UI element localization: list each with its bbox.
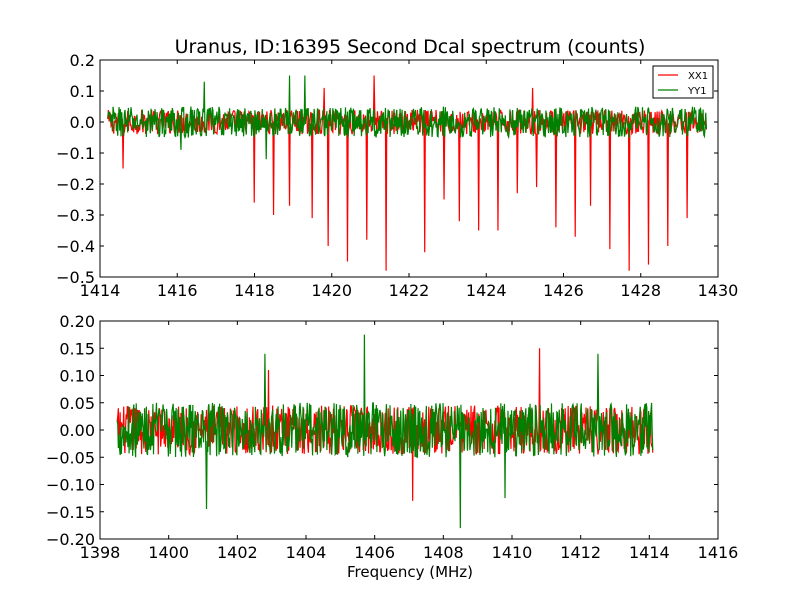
top-ytick-label: −0.4 <box>56 237 95 256</box>
bottom-ytick-label: 0.15 <box>59 339 95 358</box>
bottom-xtick-label: 1412 <box>560 543 601 562</box>
top-xtick-label: 1422 <box>389 281 430 300</box>
top-ytick-label: 0.1 <box>70 82 95 101</box>
legend-label-yy1: YY1 <box>687 86 707 97</box>
bottom-ytick-label: 0.00 <box>59 421 95 440</box>
bottom-chart-axes: 1398 1400 1402 1404 1406 1408 1410 1412 1414 1416… <box>46 312 738 562</box>
bottom-xtick-label: 1408 <box>423 543 464 562</box>
top-ytick-label: 0.0 <box>70 113 95 132</box>
bottom-xtick-label: 1400 <box>148 543 189 562</box>
top-xtick-label: 1430 <box>698 281 739 300</box>
top-xtick-label: 1420 <box>311 281 352 300</box>
top-chart-axes: 1414 1416 1418 1420 1422 1424 1426 1428 1430 0.2 0… <box>56 51 738 300</box>
top-ytick-label: −0.5 <box>56 268 95 287</box>
bottom-ytick-label: 0.10 <box>59 367 95 386</box>
bottom-ytick-label: −0.10 <box>46 476 95 495</box>
top-chart-title: Uranus, ID:16395 Second Dcal spectrum (c… <box>175 36 646 58</box>
bottom-xtick-label: 1402 <box>217 543 258 562</box>
top-xtick-label: 1426 <box>543 281 584 300</box>
top-ytick-label: −0.3 <box>56 206 95 225</box>
bottom-xtick-label: 1398 <box>80 543 121 562</box>
bottom-ytick-label: −0.15 <box>46 503 95 522</box>
legend-box <box>652 65 714 99</box>
bottom-xtick-label: 1404 <box>286 543 327 562</box>
top-ytick-label: −0.1 <box>56 144 95 163</box>
top-series-yy1-line <box>107 75 708 160</box>
bottom-ytick-label: 0.20 <box>59 312 95 331</box>
bottom-xtick-label: 1406 <box>354 543 395 562</box>
bottom-ytick-label: −0.05 <box>46 448 95 467</box>
bottom-ytick-label: −0.20 <box>46 530 95 549</box>
top-xtick-label: 1416 <box>157 281 198 300</box>
bottom-xtick-label: 1410 <box>492 543 533 562</box>
bottom-xtick-label: 1416 <box>698 543 739 562</box>
bottom-xtick-label: 1414 <box>629 543 670 562</box>
legend-label-xx1: XX1 <box>688 71 708 82</box>
top-ytick-label: −0.2 <box>56 175 95 194</box>
top-xtick-label: 1414 <box>80 281 121 300</box>
bottom-chart-xlabel: Frequency (MHz) <box>347 563 473 581</box>
top-xtick-label: 1424 <box>466 281 507 300</box>
top-ytick-label: 0.2 <box>70 51 95 70</box>
bottom-series-yy1-line <box>116 334 654 529</box>
top-xtick-label: 1428 <box>620 281 661 300</box>
top-xtick-label: 1418 <box>234 281 275 300</box>
bottom-ytick-label: 0.05 <box>59 394 95 413</box>
